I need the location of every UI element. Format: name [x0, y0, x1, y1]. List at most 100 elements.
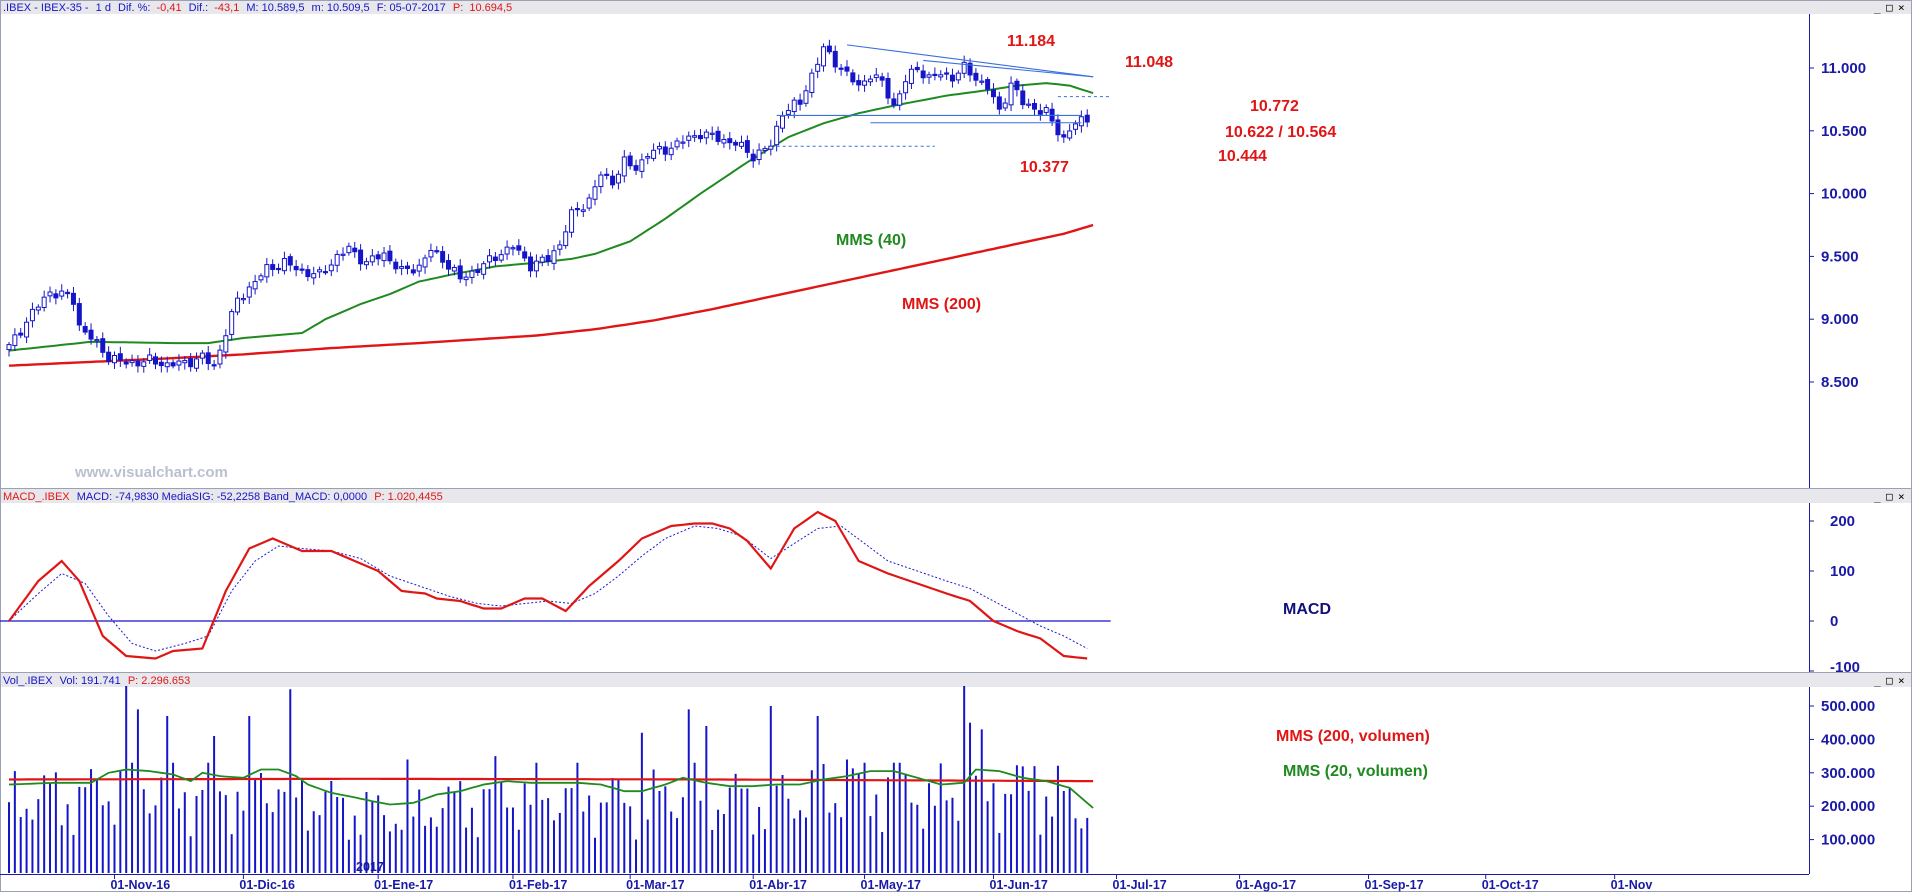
price-candle — [914, 61, 920, 73]
candle-body — [516, 245, 522, 251]
price-candle — [850, 69, 856, 86]
candle-body — [668, 147, 674, 156]
price-candle — [369, 248, 375, 266]
candle-body — [563, 231, 569, 247]
price-candle — [194, 352, 200, 372]
price-candle — [709, 126, 715, 141]
candle-body — [153, 356, 158, 365]
candle-body — [311, 273, 317, 279]
candle-body — [211, 364, 217, 367]
price-candle — [885, 72, 891, 105]
date-tick-label: 01-May-17 — [861, 878, 921, 892]
volume-restore-button[interactable]: □ — [1886, 674, 1893, 687]
candle-body — [492, 256, 498, 262]
price-candle — [170, 359, 176, 369]
candle-body — [18, 332, 24, 336]
candle-body — [973, 72, 979, 81]
candle-body — [399, 266, 405, 269]
candle-body — [996, 96, 1002, 110]
price-candle — [844, 60, 850, 77]
price-candle — [153, 352, 158, 370]
volume-close-button[interactable]: × — [1898, 674, 1905, 687]
price-candle — [375, 250, 381, 266]
candle-body — [750, 153, 756, 162]
price-candle — [416, 258, 422, 277]
price-candle — [434, 246, 440, 254]
candle-body — [264, 264, 270, 278]
price-candle — [18, 327, 24, 339]
header-dif-pct-label: Dif. %: — [118, 2, 150, 14]
candle-body — [410, 269, 416, 274]
mms40-line — [8, 82, 1094, 352]
price-candle — [938, 70, 944, 81]
candle-body — [440, 251, 446, 263]
price-candle — [815, 57, 821, 79]
candle-body — [703, 131, 709, 139]
price-candle — [680, 135, 686, 149]
candle-body — [733, 141, 739, 146]
price-restore-button[interactable]: □ — [1886, 1, 1893, 14]
price-candle — [639, 153, 645, 179]
candle-body — [123, 361, 129, 365]
candle-body — [70, 292, 76, 305]
candle-body — [1026, 103, 1032, 106]
price-candle — [47, 286, 53, 303]
price-candle — [809, 68, 815, 98]
macd-restore-button[interactable]: □ — [1886, 490, 1893, 503]
candle-body — [164, 362, 170, 368]
price-candle — [686, 131, 692, 148]
volume-tick-label: 100.000 — [1821, 832, 1875, 849]
price-candle — [727, 132, 733, 150]
price-minimize-button[interactable]: _ — [1874, 1, 1881, 14]
candle-body — [47, 291, 53, 297]
price-candle — [475, 263, 481, 276]
price-candle — [1061, 130, 1067, 143]
price-candle — [281, 251, 287, 275]
price-close-button[interactable]: × — [1898, 1, 1905, 14]
candle-body — [862, 80, 868, 86]
mms200-line — [8, 223, 1094, 367]
price-candle — [557, 240, 563, 256]
candle-body — [481, 263, 487, 275]
price-candle — [920, 64, 926, 84]
price-candle — [223, 329, 229, 359]
price-candle — [838, 64, 844, 76]
header-max: M: 10.589,5 — [246, 2, 304, 14]
price-candle — [733, 139, 739, 152]
macd-minimize-button[interactable]: _ — [1874, 490, 1881, 503]
candle-body — [610, 175, 616, 186]
candle-body — [1067, 130, 1073, 139]
price-candle — [270, 259, 276, 277]
price-candle — [340, 247, 346, 261]
candle-body — [873, 74, 879, 79]
price-tick-label: 10.000 — [1821, 186, 1867, 203]
price-candle — [891, 92, 897, 109]
mms200-line-layer — [8, 223, 1094, 367]
price-candle — [106, 346, 112, 365]
candle-body — [627, 155, 633, 167]
date-x-axis: 01-Nov-16 01-Dic-16 01-Ene-17 01-Feb-17 01-M… — [110, 874, 1652, 892]
price-candle — [903, 74, 909, 100]
candle-body — [586, 197, 592, 209]
price-candle — [908, 64, 914, 90]
price-candle — [762, 145, 768, 154]
price-candle — [926, 71, 932, 84]
candle-body — [574, 207, 580, 211]
candle-body — [510, 247, 516, 250]
price-candle — [990, 83, 996, 104]
price-candle — [258, 273, 264, 283]
vol-header-values: Vol: 191.741 — [60, 675, 121, 687]
candle-body — [258, 275, 264, 281]
candle-body — [416, 264, 422, 272]
volume-tick-label: 300.000 — [1821, 765, 1875, 782]
macd-tick-label: 0 — [1830, 613, 1838, 630]
volume-minimize-button[interactable]: _ — [1874, 674, 1881, 687]
candle-body — [498, 254, 504, 261]
candle-body — [715, 130, 721, 142]
candle-body — [920, 70, 926, 79]
macd-close-button[interactable]: × — [1898, 490, 1905, 503]
price-candle — [469, 265, 475, 284]
trendline-layer — [776, 44, 1111, 147]
annotation-11048: 11.048 — [1125, 54, 1173, 71]
